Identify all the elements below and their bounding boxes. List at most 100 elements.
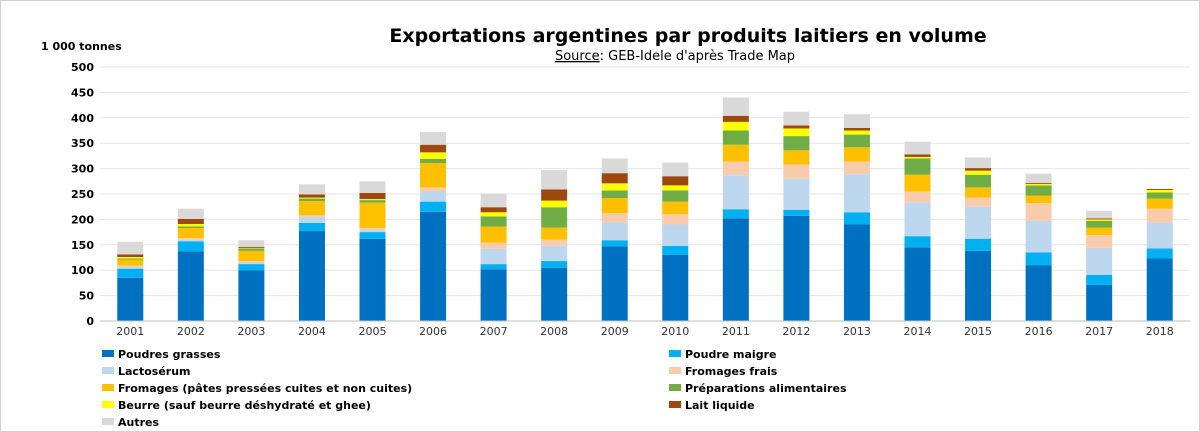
bar-segment — [1146, 189, 1173, 193]
bar-segment — [1025, 183, 1052, 186]
bar-segment — [601, 198, 628, 214]
bar-segment — [238, 247, 265, 249]
x-tick-label: 2017 — [1085, 325, 1113, 338]
bar-segment — [843, 134, 870, 148]
bar-segment — [783, 111, 810, 126]
bar-segment — [541, 239, 568, 246]
bar-segment — [965, 168, 992, 171]
x-tick-label: 2010 — [661, 325, 689, 338]
legend-swatch — [669, 367, 681, 374]
x-tick-label: 2018 — [1146, 325, 1174, 338]
legend-swatch — [669, 350, 681, 357]
bar-segment — [783, 128, 810, 137]
bar-segment — [904, 247, 931, 321]
bar-segment — [722, 161, 749, 176]
legend-label: Poudre maigre — [685, 348, 776, 361]
bar-segment — [1146, 198, 1173, 209]
x-tick-label: 2012 — [782, 325, 810, 338]
bar-segment — [1146, 188, 1173, 190]
y-tick-label: 450 — [71, 86, 94, 99]
x-tick-label: 2015 — [964, 325, 992, 338]
bar-segment — [298, 184, 325, 195]
bar-segment — [420, 201, 447, 212]
x-tick-label: 2014 — [904, 325, 932, 338]
bar-segment — [1025, 182, 1052, 184]
bar-segment — [965, 187, 992, 198]
bar-segment — [359, 228, 386, 230]
legend-swatch — [102, 350, 114, 357]
bar-segment — [117, 267, 144, 269]
bar-segment — [843, 130, 870, 135]
legend-label: Fromages (pâtes pressées cuites et non c… — [118, 382, 412, 395]
bar-segment — [722, 115, 749, 122]
bar-segment — [662, 214, 689, 225]
bar-segment — [1086, 210, 1113, 219]
bar-segment — [480, 264, 507, 270]
bar-segment — [904, 156, 931, 159]
bar-segment — [843, 127, 870, 131]
bar-segment — [359, 238, 386, 321]
bar-segment — [904, 174, 931, 192]
bar-segment — [480, 216, 507, 227]
bar-segment — [965, 157, 992, 169]
bar-segment — [117, 254, 144, 257]
bar-segment — [541, 189, 568, 201]
legend-label: Fromages frais — [685, 365, 778, 378]
legend-label: Beurre (sauf beurre déshydraté et ghee) — [118, 399, 371, 412]
bar-segment — [601, 222, 628, 241]
bar-segment — [480, 248, 507, 265]
bar-segment — [359, 199, 386, 201]
bar-segment — [359, 229, 386, 233]
bar-segment — [298, 231, 325, 321]
bar-segment — [783, 164, 810, 179]
bar-segment — [177, 251, 204, 321]
bar-segment — [480, 269, 507, 321]
bar-segment — [1086, 219, 1113, 221]
y-tick-label: 400 — [71, 112, 94, 125]
bar-segment — [1086, 227, 1113, 236]
bar-segment — [843, 114, 870, 128]
bar-segment — [1025, 220, 1052, 253]
bar-segment — [420, 191, 447, 202]
bar-segment — [965, 238, 992, 251]
bar-segment — [117, 241, 144, 255]
x-tick-label: 2016 — [1025, 325, 1053, 338]
bar-segment — [238, 270, 265, 321]
legend-label: Préparations alimentaires — [685, 382, 847, 395]
bar-segment — [238, 240, 265, 247]
bar-segment — [965, 170, 992, 175]
bar-segment — [117, 268, 144, 278]
bar-segment — [843, 147, 870, 162]
bar-segment — [1146, 208, 1173, 223]
bar-segment — [420, 144, 447, 153]
bar-segment — [783, 209, 810, 216]
legend-swatch — [102, 401, 114, 408]
bar-segment — [1146, 258, 1173, 321]
legend-label: Lactosérum — [118, 365, 191, 378]
bar-segment — [177, 228, 204, 239]
bar-segment — [541, 200, 568, 208]
bar-segment — [1086, 247, 1113, 275]
bar-segment — [177, 239, 204, 242]
legend-label: Lait liquide — [685, 399, 755, 412]
bar-segment — [238, 261, 265, 263]
bar-segment — [420, 163, 447, 188]
y-tick-label: 300 — [71, 163, 94, 176]
y-axis-ticks: 0 50 100 150 200 250 300 350 400 450 500 — [71, 61, 94, 328]
bar-segment — [420, 211, 447, 321]
y-tick-label: 200 — [71, 213, 94, 226]
bar-segment — [298, 222, 325, 232]
legend-swatch — [102, 367, 114, 374]
bar-segment — [1025, 252, 1052, 266]
bar-segment — [783, 150, 810, 165]
bar-segment — [1025, 203, 1052, 221]
x-tick-label: 2004 — [298, 325, 326, 338]
chart-subtitle: Source: GEB-Idele d'après Trade Map — [555, 49, 795, 64]
bar-segment — [904, 141, 931, 155]
legend-swatch — [102, 384, 114, 391]
bar-segment — [420, 152, 447, 159]
bar-segment — [601, 240, 628, 247]
y-tick-label: 100 — [71, 264, 94, 277]
bar-segment — [662, 190, 689, 202]
bar-segment — [177, 238, 204, 240]
